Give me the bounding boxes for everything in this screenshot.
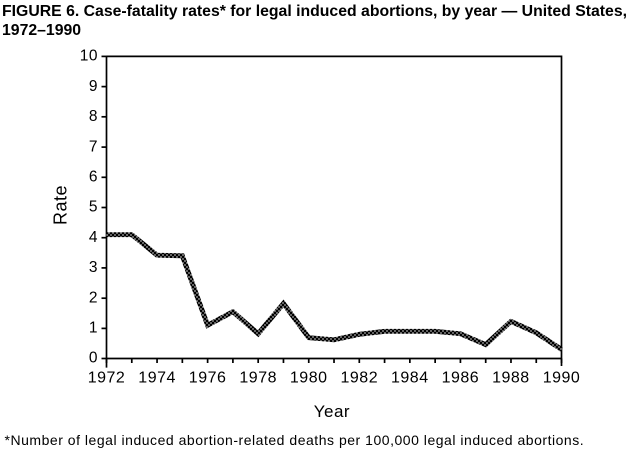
svg-text:1976: 1976 [189, 370, 227, 387]
svg-text:5: 5 [89, 199, 98, 216]
svg-text:7: 7 [89, 138, 98, 155]
svg-text:1986: 1986 [442, 370, 480, 387]
svg-text:6: 6 [89, 169, 98, 186]
svg-text:9: 9 [89, 78, 98, 95]
svg-text:1984: 1984 [391, 370, 429, 387]
svg-text:3: 3 [89, 259, 98, 276]
svg-text:1988: 1988 [492, 370, 530, 387]
svg-text:Year: Year [314, 402, 350, 421]
svg-text:1990: 1990 [543, 370, 581, 387]
svg-text:Rate: Rate [51, 185, 71, 225]
svg-text:1972: 1972 [88, 370, 126, 387]
svg-text:1: 1 [89, 320, 98, 337]
svg-text:1980: 1980 [290, 370, 328, 387]
svg-text:1982: 1982 [341, 370, 379, 387]
svg-text:2: 2 [89, 289, 98, 306]
svg-text:1974: 1974 [138, 370, 176, 387]
svg-text:10: 10 [80, 48, 98, 65]
svg-text:8: 8 [89, 108, 98, 125]
svg-text:4: 4 [89, 229, 98, 246]
svg-text:0: 0 [89, 350, 98, 367]
svg-text:1978: 1978 [239, 370, 277, 387]
